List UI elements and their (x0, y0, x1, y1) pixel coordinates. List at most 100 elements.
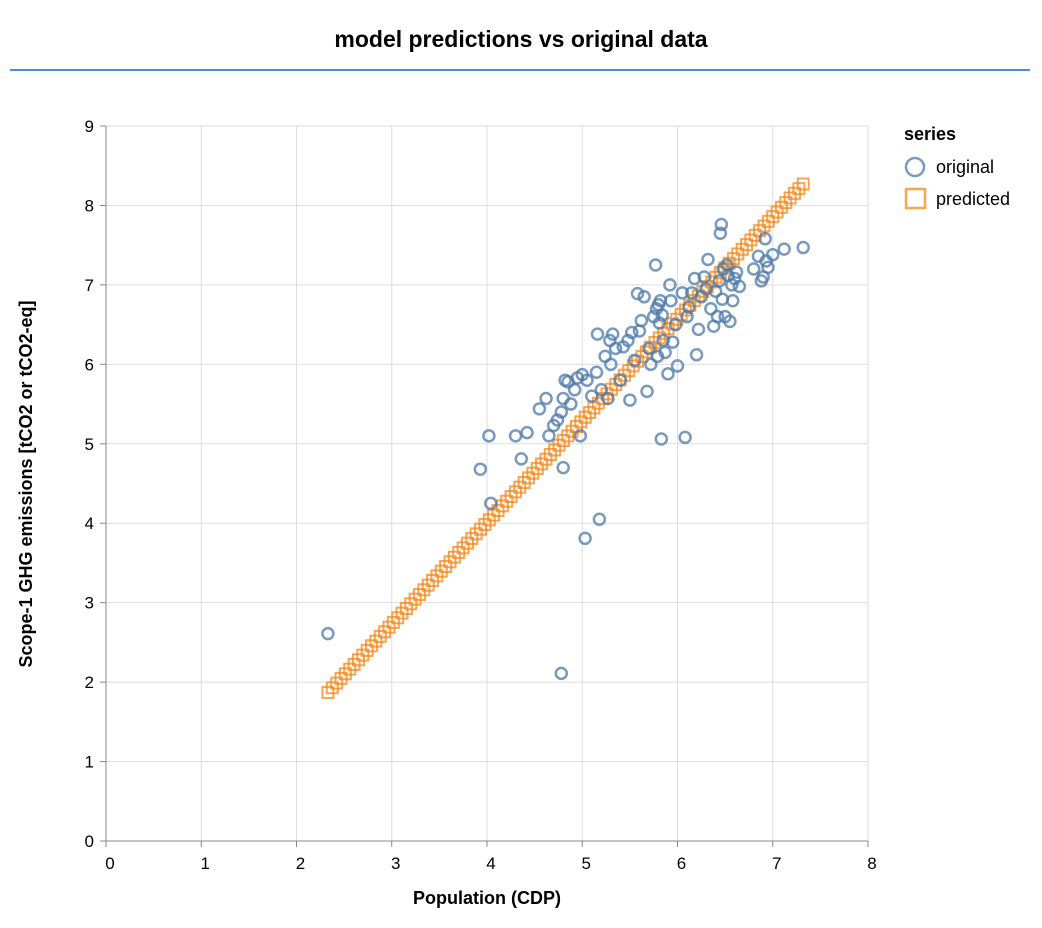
title-divider (10, 69, 1030, 71)
original-point (608, 341, 623, 356)
original-point (625, 325, 639, 340)
original-point (689, 348, 704, 362)
original-point (556, 460, 570, 475)
original-point (573, 429, 588, 443)
x-tick-label: 0 (105, 854, 114, 873)
original-point (661, 367, 675, 381)
original-point (634, 313, 649, 328)
predicted-point (796, 177, 810, 191)
circle-marker-icon (904, 156, 926, 178)
original-point (594, 383, 609, 397)
original-point (652, 316, 667, 330)
original-point (604, 357, 618, 372)
y-tick-label: 6 (85, 355, 94, 374)
original-point (714, 217, 729, 232)
y-tick-label: 3 (85, 594, 94, 613)
x-tick-label: 1 (201, 854, 210, 873)
original-point (704, 301, 718, 316)
original-point (678, 430, 692, 445)
original-point (601, 391, 615, 406)
original-point (715, 292, 730, 306)
y-tick-label: 5 (85, 435, 94, 454)
x-tick-label: 6 (677, 854, 686, 873)
x-axis-title: Population (CDP) (413, 888, 561, 908)
original-point (520, 425, 534, 440)
legend-label-original: original (936, 156, 995, 177)
original-point (723, 314, 737, 329)
original-point (665, 335, 680, 349)
y-tick-label: 1 (85, 753, 94, 772)
original-point (578, 531, 592, 546)
original-point (644, 357, 658, 372)
original-point (484, 496, 498, 511)
original-point (637, 290, 651, 304)
square-marker-icon (904, 187, 927, 210)
original-point (473, 462, 488, 476)
original-point (663, 278, 677, 292)
original-point (627, 353, 642, 368)
original-point (729, 265, 744, 279)
original-point (590, 327, 605, 341)
original-series (321, 217, 810, 681)
original-point (796, 240, 810, 255)
original-point (585, 389, 599, 403)
y-tick-label: 7 (85, 276, 94, 295)
original-point (623, 393, 637, 407)
original-point (746, 262, 761, 276)
predicted-series (321, 177, 810, 699)
original-point (508, 429, 523, 443)
original-point (605, 327, 620, 341)
original-point (658, 345, 672, 360)
original-point (675, 286, 690, 300)
x-tick-label: 5 (582, 854, 591, 873)
original-point (713, 226, 728, 240)
original-point (532, 402, 547, 416)
original-point (321, 626, 335, 641)
original-point (554, 666, 569, 681)
y-axis-title: Scope-1 GHG emissions [tCO2 or tCO2-eq] (16, 300, 36, 667)
y-tick-label: 9 (85, 117, 94, 136)
original-point (630, 286, 645, 301)
legend: series original predicted (904, 124, 1010, 215)
original-point (758, 232, 772, 246)
original-point (701, 252, 715, 267)
original-point (554, 405, 569, 419)
original-point (732, 279, 747, 294)
legend-label-predicted: predicted (936, 188, 1011, 209)
original-point (777, 242, 791, 256)
original-point (482, 429, 496, 443)
original-point (567, 383, 582, 397)
original-point (668, 317, 683, 332)
original-point (592, 512, 607, 526)
original-point (514, 452, 529, 466)
original-point (642, 341, 656, 356)
original-point (691, 322, 706, 337)
original-point (580, 373, 594, 387)
original-point (710, 309, 725, 324)
original-point (725, 294, 740, 308)
axes: 0 1 2 3 4 5 6 7 8 0 1 2 3 4 5 6 7 8 9 (85, 117, 877, 873)
y-tick-label: 4 (85, 514, 94, 533)
original-point (654, 432, 669, 446)
original-point (766, 247, 780, 262)
original-point (655, 308, 670, 322)
legend-title: series (904, 124, 957, 144)
x-tick-label: 8 (867, 854, 876, 873)
original-point (613, 373, 628, 387)
x-tick-label: 7 (772, 854, 781, 873)
original-point (725, 278, 739, 292)
original-point (539, 391, 553, 406)
legend-item-predicted: predicted (904, 183, 1010, 215)
original-point (682, 300, 696, 314)
original-point (589, 365, 604, 380)
original-point (564, 397, 578, 411)
original-point (640, 384, 654, 399)
original-point (761, 260, 775, 275)
original-point (664, 294, 678, 308)
original-point (542, 429, 556, 443)
legend-item-original: original (904, 151, 1010, 183)
y-tick-label: 0 (85, 832, 94, 851)
original-point (632, 324, 647, 338)
x-tick-label: 3 (391, 854, 400, 873)
